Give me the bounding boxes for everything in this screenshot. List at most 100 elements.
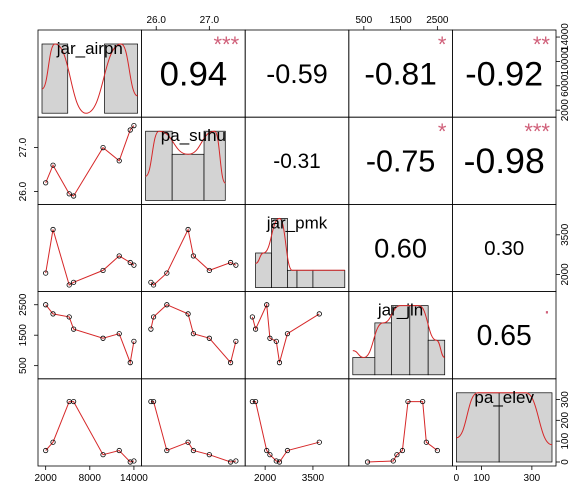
variable-label: pa_suhu (161, 126, 226, 145)
scatter-point (273, 458, 279, 464)
scatter-point (267, 335, 273, 341)
density-line (255, 217, 345, 271)
scatter-point (116, 158, 122, 164)
scatter-point (43, 447, 49, 454)
scatter-point (100, 452, 106, 458)
histogram-bar (296, 269, 314, 288)
smooth-line (45, 125, 135, 197)
correlation-value: -0.92 (465, 56, 543, 94)
smooth-line (150, 304, 237, 364)
significance-stars: *** (524, 119, 550, 144)
tick-label: 0 (560, 459, 571, 465)
scatter-point (50, 226, 56, 233)
density-line (41, 43, 138, 114)
scatter-point (164, 270, 170, 276)
histogram-bar (352, 357, 376, 376)
density-line (456, 392, 553, 446)
scatter-point (150, 398, 157, 405)
scatter-point (66, 398, 72, 405)
histogram-bar (255, 252, 272, 288)
scatter-point (131, 338, 137, 344)
tick-label: 26.0 (18, 181, 29, 201)
scatter-point (127, 459, 133, 465)
variable-label: jar_jln (377, 301, 423, 320)
scatter-point (185, 311, 191, 317)
scatter-point (276, 360, 283, 366)
scatter-point (150, 282, 157, 288)
scatter-point (127, 259, 133, 266)
tick-label: 1500 (18, 324, 29, 347)
density-line (352, 305, 445, 359)
significance-stars: *** (214, 32, 240, 57)
scatter-point (233, 458, 239, 464)
scatter-point (434, 447, 440, 454)
scatter-point (233, 262, 239, 268)
correlation-value: 0.65 (477, 319, 532, 351)
scatter-point (150, 314, 157, 320)
scatter-point (227, 360, 234, 366)
tick-label: 300 (524, 473, 541, 484)
scatter-point (420, 398, 426, 405)
histogram-bar (374, 322, 392, 376)
correlation-value: -0.59 (266, 59, 328, 89)
variable-label: jar_pmk (266, 213, 328, 232)
scatter-point (131, 458, 137, 464)
significance-stars: . (544, 294, 550, 319)
tick-label: 8000 (79, 473, 102, 484)
smooth-line (367, 401, 438, 463)
tick-label: 10000 (560, 47, 571, 75)
tick-label: 27.0 (18, 137, 29, 157)
histogram-bar (498, 392, 553, 463)
panel-frame (451, 378, 557, 467)
scatter-point (284, 447, 291, 454)
scatter-point (249, 398, 255, 405)
tick-label: 3500 (302, 473, 325, 484)
tick-label: 1500 (389, 15, 412, 26)
scatter-point (50, 311, 56, 317)
scatter-point (43, 180, 49, 186)
scatter-point (116, 331, 122, 337)
scatter-point (364, 459, 371, 465)
correlation-value: -0.98 (464, 141, 545, 181)
scatter-point (66, 191, 72, 197)
variable-label: pa_elev (474, 388, 534, 407)
tick-label: 100 (473, 473, 490, 484)
scatter-point (127, 360, 133, 366)
scatter-point (273, 338, 279, 344)
tick-label: 14000 (560, 23, 571, 51)
scatter-point (100, 145, 106, 151)
histogram-bar (427, 339, 446, 376)
histogram-bar (171, 153, 205, 201)
scatter-point (316, 439, 322, 445)
scatter-point (100, 335, 106, 341)
histogram-bar (312, 269, 346, 288)
scatter-point (116, 447, 122, 454)
scatter-point (405, 398, 411, 405)
significance-stars: * (438, 119, 447, 144)
correlation-value: -0.75 (366, 144, 436, 178)
scatter-point (249, 314, 255, 320)
scatter-point (185, 439, 191, 445)
tick-label: 100 (560, 432, 571, 449)
scatter-point (264, 447, 270, 454)
scatter-point (148, 398, 154, 405)
scatter-point (116, 253, 122, 259)
scatter-point (66, 282, 72, 288)
tick-label: 300 (560, 391, 571, 408)
scatter-point (267, 452, 273, 458)
scatter-point (394, 452, 400, 458)
tick-label: 2000 (560, 263, 571, 286)
significance-stars: * (438, 32, 447, 57)
histogram-bar (287, 269, 298, 288)
smooth-line (45, 304, 135, 365)
scatter-point (71, 193, 77, 199)
correlation-value: 0.30 (484, 237, 524, 260)
scatter-point (148, 326, 154, 332)
scatter-point (100, 267, 106, 274)
scatter-point (284, 331, 291, 337)
smooth-line (251, 302, 320, 363)
tick-label: 2000 (254, 473, 277, 484)
scatter-point (185, 226, 191, 233)
scatter-point (206, 335, 212, 341)
